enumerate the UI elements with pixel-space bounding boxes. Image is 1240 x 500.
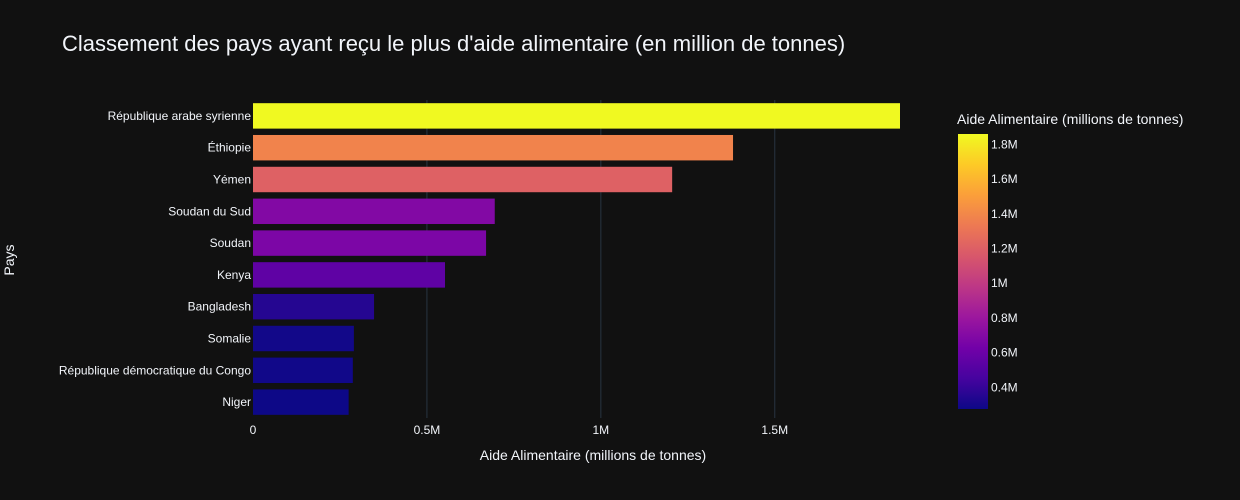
colorbar-tick-label: 1.8M xyxy=(991,137,1018,151)
bar[interactable] xyxy=(253,325,354,352)
y-tick-label: Niger xyxy=(222,395,251,409)
y-tick-label: Somalie xyxy=(208,332,252,346)
x-tick-label: 1M xyxy=(593,423,610,437)
y-tick-label: République arabe syrienne xyxy=(108,109,252,123)
bar[interactable] xyxy=(253,166,673,193)
colorbar-tick-label: 0.6M xyxy=(991,346,1018,360)
colorbar-tick-labels: 0.4M 0.6M 0.8M 1M 1.2M 1.4M 1.6M 1.8M xyxy=(991,137,1018,394)
y-tick-label: Soudan xyxy=(210,236,251,250)
x-tick-label: 0 xyxy=(250,423,257,437)
colorbar-tick-label: 1.4M xyxy=(991,207,1018,221)
bar[interactable] xyxy=(253,230,487,256)
y-tick-label: Éthiopie xyxy=(208,140,252,155)
y-tick-label: Soudan du Sud xyxy=(168,204,251,218)
y-tick-label: Yémen xyxy=(213,173,251,187)
x-axis-title: Aide Alimentaire (millions de tonnes) xyxy=(480,447,706,463)
x-tick-label: 0.5M xyxy=(414,423,441,437)
bar[interactable] xyxy=(253,389,349,415)
colorbar-tick-label: 1.6M xyxy=(991,172,1018,186)
bar[interactable] xyxy=(253,293,375,320)
colorbar-tick-label: 1M xyxy=(991,276,1008,290)
colorbar-tick-label: 0.8M xyxy=(991,311,1018,325)
y-tick-labels: République arabe syrienne Éthiopie Yémen So… xyxy=(59,109,251,409)
colorbar-tick-label: 1.2M xyxy=(991,242,1018,256)
bar[interactable] xyxy=(253,262,446,288)
bar[interactable] xyxy=(253,198,495,225)
bars-layer xyxy=(253,103,900,415)
x-tick-label: 1.5M xyxy=(761,423,788,437)
y-tick-label: Kenya xyxy=(217,268,251,282)
y-tick-label: République démocratique du Congo xyxy=(59,363,251,377)
y-axis-title: Pays xyxy=(1,244,17,275)
bar[interactable] xyxy=(253,134,734,161)
colorbar-gradient xyxy=(958,134,988,409)
bar[interactable] xyxy=(253,103,900,129)
colorbar-tick-label: 0.4M xyxy=(991,380,1018,394)
bar[interactable] xyxy=(253,357,353,384)
y-tick-label: Bangladesh xyxy=(188,300,251,314)
chart-title: Classement des pays ayant reçu le plus d… xyxy=(62,31,845,56)
colorbar: Aide Alimentaire (millions de tonnes) 0.… xyxy=(957,111,1183,409)
colorbar-title: Aide Alimentaire (millions de tonnes) xyxy=(957,111,1183,127)
x-tick-labels: 0 0.5M 1M 1.5M xyxy=(250,423,788,437)
